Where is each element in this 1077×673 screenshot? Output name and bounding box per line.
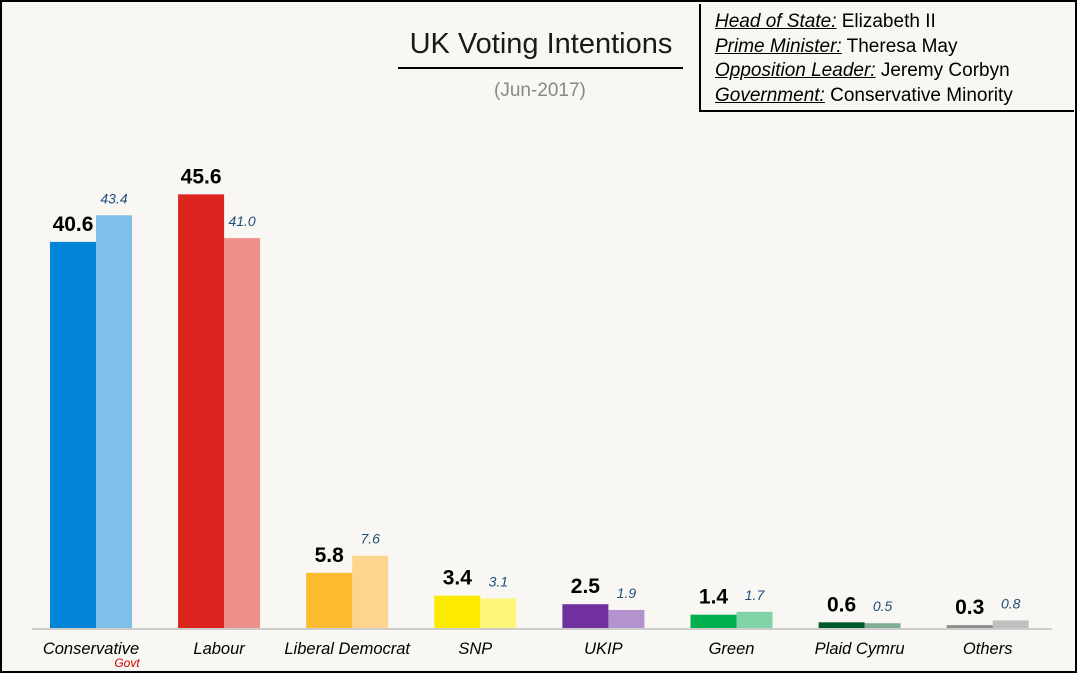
bar-current-ukip — [562, 604, 609, 628]
bar-current-plaid-cymru — [818, 622, 865, 628]
bar-current-snp — [434, 595, 481, 628]
bar-previous-liberal-democrat — [352, 555, 389, 628]
tick-label-liberal-democrat: Liberal Democrat — [284, 640, 411, 658]
info-key: Head of State: — [715, 11, 837, 32]
info-value: Theresa May — [841, 35, 958, 57]
data-label-current-plaid-cymru: 0.6 — [827, 593, 856, 616]
data-label-previous-labour: 41.0 — [228, 213, 255, 229]
bar-current-labour — [178, 194, 225, 628]
bar-current-liberal-democrat — [306, 572, 353, 628]
info-value: Jeremy Corbyn — [875, 60, 1010, 81]
info-row-opposition-leader: Opposition Leader: Jeremy Corbyn — [715, 59, 1074, 84]
data-label-current-green: 1.4 — [699, 586, 729, 609]
data-label-previous-conservative: 43.4 — [100, 190, 127, 206]
bar-current-green — [690, 614, 737, 628]
bar-previous-snp — [480, 598, 517, 628]
bar-previous-green — [736, 611, 773, 628]
data-label-previous-liberal-democrat: 7.6 — [360, 531, 380, 547]
bar-previous-labour — [224, 238, 261, 628]
bar-previous-ukip — [608, 609, 645, 628]
chart-subtitle: (Jun-2017) — [494, 80, 586, 101]
info-row-prime-minister: Prime Minister: Theresa May — [715, 35, 1074, 60]
info-key: Opposition Leader: — [715, 60, 876, 81]
bar-current-others — [946, 625, 993, 628]
info-value: Conservative Minority — [824, 84, 1013, 106]
tick-label-snp: SNP — [458, 640, 492, 658]
info-row-government: Government: Conservative Minority — [715, 84, 1074, 109]
info-key: Government: — [715, 84, 825, 106]
data-label-current-others: 0.3 — [955, 596, 984, 619]
info-key: Prime Minister: — [715, 35, 842, 57]
tick-label-plaid-cymru: Plaid Cymru — [815, 640, 905, 658]
data-label-previous-others: 0.8 — [1001, 595, 1021, 611]
annotation-govt: Govt — [114, 656, 140, 670]
chart-title: UK Voting Intentions — [409, 28, 673, 60]
bar-current-conservative — [50, 241, 96, 629]
tick-label-others: Others — [963, 640, 1013, 658]
government-info-box: Head of State: Elizabeth II Prime Minist… — [699, 4, 1074, 112]
tick-label-conservative: Conservative — [43, 640, 139, 658]
data-label-previous-plaid-cymru: 0.5 — [873, 598, 893, 614]
info-value: Elizabeth II — [836, 11, 936, 32]
bar-previous-others — [992, 620, 1029, 628]
info-row-head-of-state: Head of State: Elizabeth II — [715, 10, 1074, 35]
data-label-current-snp: 3.4 — [443, 567, 473, 590]
data-label-previous-ukip: 1.9 — [617, 585, 637, 601]
bar-previous-conservative — [96, 215, 132, 629]
data-label-current-labour: 45.6 — [181, 165, 222, 188]
data-label-previous-green: 1.7 — [745, 587, 766, 603]
data-label-current-liberal-democrat: 5.8 — [315, 544, 345, 567]
tick-label-green: Green — [709, 640, 755, 658]
title-underline — [398, 67, 683, 69]
data-label-current-conservative: 40.6 — [53, 213, 94, 236]
tick-label-labour: Labour — [193, 640, 246, 658]
bar-previous-plaid-cymru — [864, 623, 901, 628]
data-label-current-ukip: 2.5 — [571, 575, 601, 598]
data-label-previous-snp: 3.1 — [489, 574, 508, 590]
tick-label-ukip: UKIP — [584, 640, 623, 658]
